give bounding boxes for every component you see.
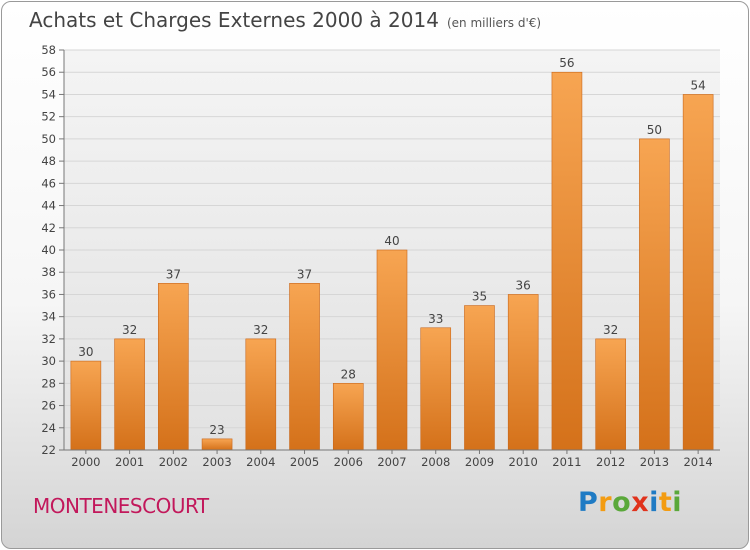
x-tick-label: 2012	[596, 455, 625, 469]
y-tick-label: 32	[41, 332, 56, 346]
x-tick-label: 2006	[334, 455, 363, 469]
x-tick-label: 2014	[683, 455, 712, 469]
x-tick-label: 2008	[421, 455, 450, 469]
bar-value-label: 56	[559, 56, 574, 70]
y-tick-label: 56	[41, 65, 56, 79]
bar	[332, 383, 364, 451]
bar-value-label: 28	[341, 367, 356, 381]
y-tick-label: 46	[41, 176, 56, 190]
bar-value-label: 54	[690, 78, 705, 92]
bar-value-label: 32	[253, 323, 268, 337]
logo-letter: P	[578, 487, 599, 518]
bar-value-label: 50	[647, 123, 662, 137]
bar-value-label: 32	[122, 323, 137, 337]
bar	[551, 71, 583, 451]
bar-value-label: 32	[603, 323, 618, 337]
x-tick-label: 2003	[202, 455, 231, 469]
bar	[158, 283, 189, 451]
x-tick-label: 2002	[159, 455, 188, 469]
bar	[639, 138, 670, 451]
bar	[245, 338, 277, 451]
bars	[70, 71, 714, 451]
y-tick-label: 50	[41, 132, 56, 146]
bar	[289, 283, 320, 451]
proxiti-logo[interactable]: Proxiti	[578, 487, 682, 518]
x-tick-label: 2001	[115, 455, 144, 469]
bar-value-label: 40	[384, 234, 399, 248]
x-tick-label: 2007	[377, 455, 406, 469]
y-tick-label: 30	[41, 354, 56, 368]
town-name: MONTENESCOURT	[33, 494, 209, 518]
x-tick-label: 2009	[465, 455, 494, 469]
x-axis: 2000 2001 2002 2003 2004 2005 2006 2007 2008 2009…	[64, 449, 720, 469]
x-tick-label: 2004	[246, 455, 275, 469]
bar	[114, 338, 145, 451]
bar-value-label: 33	[428, 312, 443, 326]
x-tick-label: 2010	[509, 455, 538, 469]
bar	[595, 338, 626, 451]
bar	[464, 305, 495, 451]
bar-value-label: 36	[516, 278, 531, 292]
x-tick-label: 2000	[71, 455, 100, 469]
y-tick-label: 48	[41, 154, 56, 168]
y-tick-label: 28	[41, 376, 56, 390]
y-tick-label: 38	[41, 265, 56, 279]
bar-value-label: 35	[472, 290, 487, 304]
y-tick-label: 52	[41, 110, 56, 124]
logo-letter: r	[598, 487, 613, 518]
title-text: Achats et Charges Externes 2000 à 2014	[29, 8, 439, 32]
bar	[682, 94, 714, 451]
y-tick-label: 22	[41, 443, 56, 457]
logo-letter: i	[649, 487, 659, 518]
x-tick-label: 2005	[290, 455, 319, 469]
x-tick-label: 2013	[640, 455, 669, 469]
y-tick-label: 34	[41, 310, 56, 324]
y-tick-label: 26	[41, 399, 56, 413]
logo-letter: i	[672, 487, 683, 518]
bar	[376, 249, 408, 451]
y-tick-label: 24	[41, 421, 56, 435]
y-tick-label: 36	[41, 287, 56, 301]
x-tick-label: 2011	[552, 455, 581, 469]
bar-value-label: 37	[166, 267, 181, 281]
bar	[420, 327, 452, 451]
y-tick-label: 58	[41, 43, 56, 57]
logo-letter: t	[658, 487, 673, 518]
chart-title: Achats et Charges Externes 2000 à 2014 (e…	[29, 8, 541, 32]
y-tick-label: 42	[41, 221, 56, 235]
bar-value-label: 30	[78, 345, 93, 359]
data-labels: 30 32 37 23 32 37 28 40 33 35 36 56 32 50 54	[78, 56, 706, 437]
y-tick-label: 54	[41, 87, 56, 101]
bar	[70, 360, 102, 451]
bar	[507, 294, 539, 451]
bar-value-label: 37	[297, 267, 312, 281]
y-tick-label: 44	[41, 199, 56, 213]
bar	[201, 438, 233, 451]
bar-value-label: 23	[209, 423, 224, 437]
y-tick-label: 40	[41, 243, 56, 257]
logo-letter: x	[631, 487, 650, 518]
y-axis: 22 24 26 28 30 32 34 36 38 40 42 44 46 48 50 52 54 56 58	[41, 43, 65, 457]
unit-label: (en milliers d'€)	[446, 16, 542, 30]
logo-letter: o	[612, 487, 632, 518]
